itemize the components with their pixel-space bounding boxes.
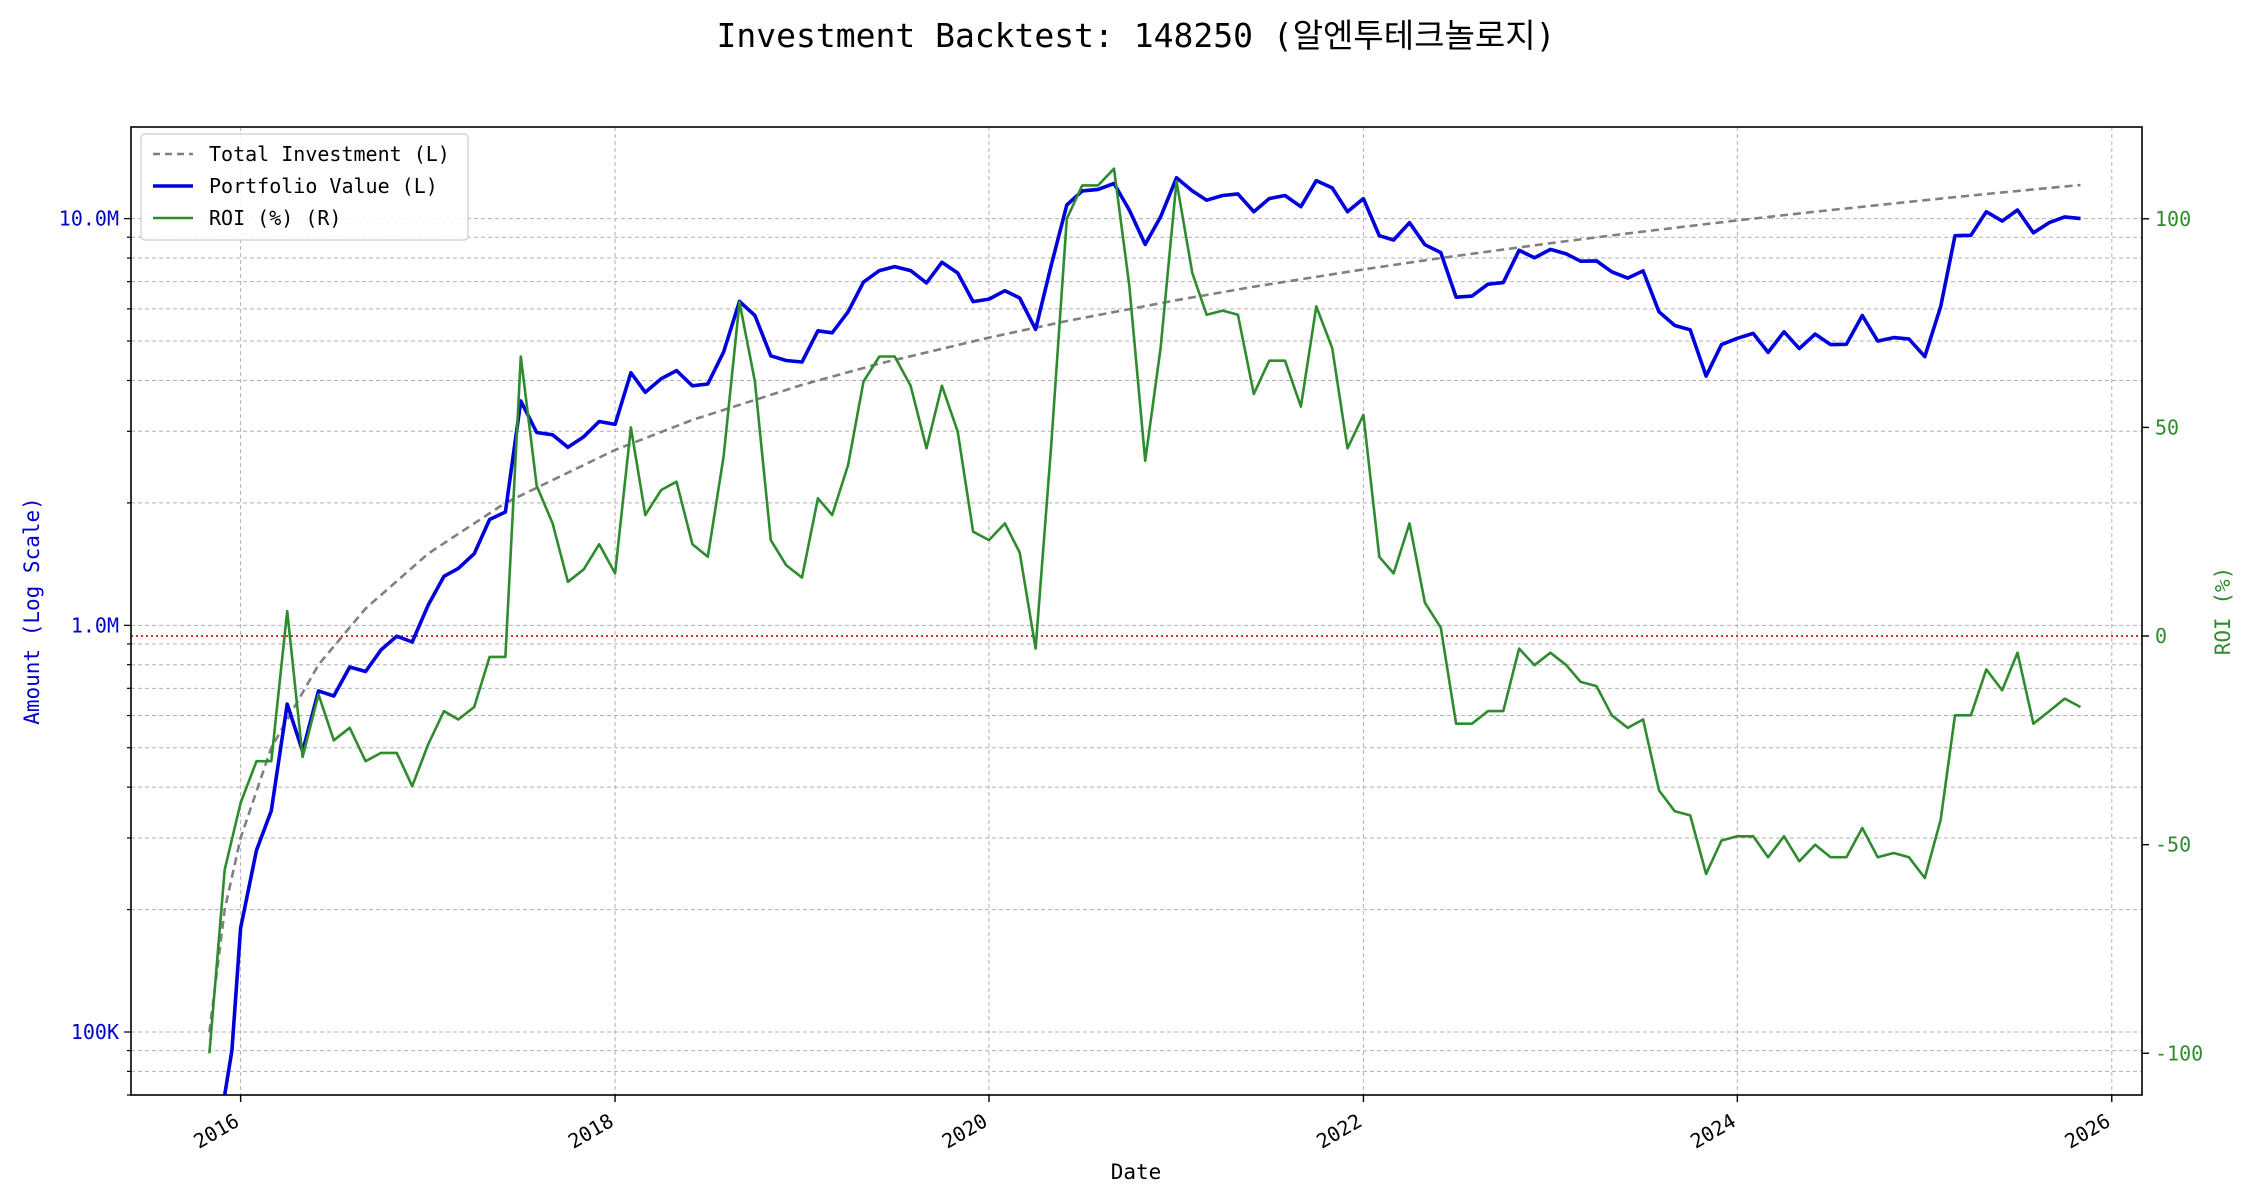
legend-label-total-investment: Total Investment (L) xyxy=(209,142,450,166)
axes: 2016 2018 2020 2022 2024 2026 100K 1.0M 10.0M 100… xyxy=(59,207,2203,1154)
y-left-tick-label: 10.0M xyxy=(59,207,119,231)
total-investment-line xyxy=(208,183,2081,1033)
x-tick-label: 2018 xyxy=(564,1109,618,1154)
y-axis-left-label: Amount (Log Scale) xyxy=(20,497,44,725)
x-tick-label: 2022 xyxy=(1312,1109,1366,1154)
x-tick-label: 2024 xyxy=(1686,1109,1740,1154)
x-tick-label: 2016 xyxy=(189,1109,243,1154)
roi-line xyxy=(208,167,2082,1054)
y-right-tick-label: 0 xyxy=(2155,624,2167,648)
y-right-tick-label: -50 xyxy=(2155,833,2191,857)
y-left-tick-label: 100K xyxy=(71,1020,119,1044)
portfolio-value-line xyxy=(222,176,2081,1095)
y-axis-right-label: ROI (%) xyxy=(2211,567,2235,656)
y-right-tick-label: 100 xyxy=(2155,207,2191,231)
legend-box xyxy=(140,133,469,241)
grid xyxy=(131,127,2142,1096)
y-right-tick-label: 50 xyxy=(2155,415,2179,439)
y-right-tick-label: -100 xyxy=(2155,1041,2203,1065)
series-layer xyxy=(208,167,2082,1095)
legend-label-portfolio-value: Portfolio Value (L) xyxy=(209,174,438,198)
x-axis-label: Date xyxy=(1111,1160,1162,1184)
y-left-tick-label: 1.0M xyxy=(71,613,119,637)
x-tick-label: 2026 xyxy=(2061,1109,2115,1154)
x-tick-label: 2020 xyxy=(938,1109,992,1154)
plot-frame xyxy=(130,126,2143,1096)
chart-title: Investment Backtest: 148250 (알엔투테크놀로지) xyxy=(717,16,1556,55)
legend-label-roi: ROI (%) (R) xyxy=(209,206,341,230)
legend: Total Investment (L) Portfolio Value (L)… xyxy=(140,133,469,241)
